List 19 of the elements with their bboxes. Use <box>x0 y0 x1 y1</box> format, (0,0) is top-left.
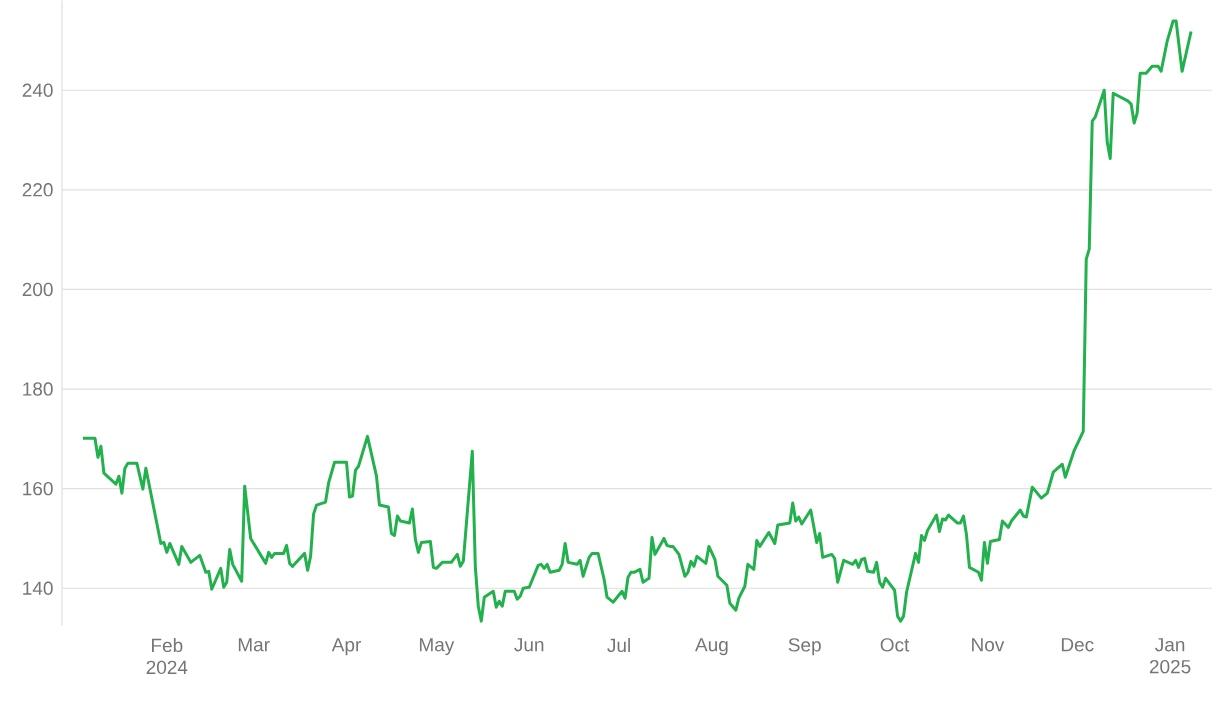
x-tick-label: Jun <box>514 638 544 652</box>
y-tick-label: 220 <box>22 183 53 197</box>
x-tick-label: Apr <box>331 638 361 656</box>
x-tick-label: Feb 2024 <box>146 638 188 675</box>
x-tick-label: Jan 2025 <box>1149 638 1191 674</box>
x-tick-label: Aug <box>695 638 728 656</box>
x-tick-label: Sep <box>788 638 821 656</box>
x-tick-label: May <box>419 638 455 656</box>
x-tick-label: Jul <box>607 638 630 653</box>
x-tick-label: Dec <box>1061 638 1094 652</box>
x-tick-label: Oct <box>880 638 910 652</box>
y-tick-label: 200 <box>22 282 53 297</box>
y-tick-label: 240 <box>22 83 53 98</box>
y-tick-label: 160 <box>23 482 53 496</box>
x-tick-label: Mar <box>238 638 270 652</box>
line-series <box>81 19 1193 623</box>
x-tick-label: Nov <box>972 638 1005 652</box>
y-tick-label: 180 <box>23 382 53 396</box>
y-tick-label: 140 <box>23 581 53 596</box>
